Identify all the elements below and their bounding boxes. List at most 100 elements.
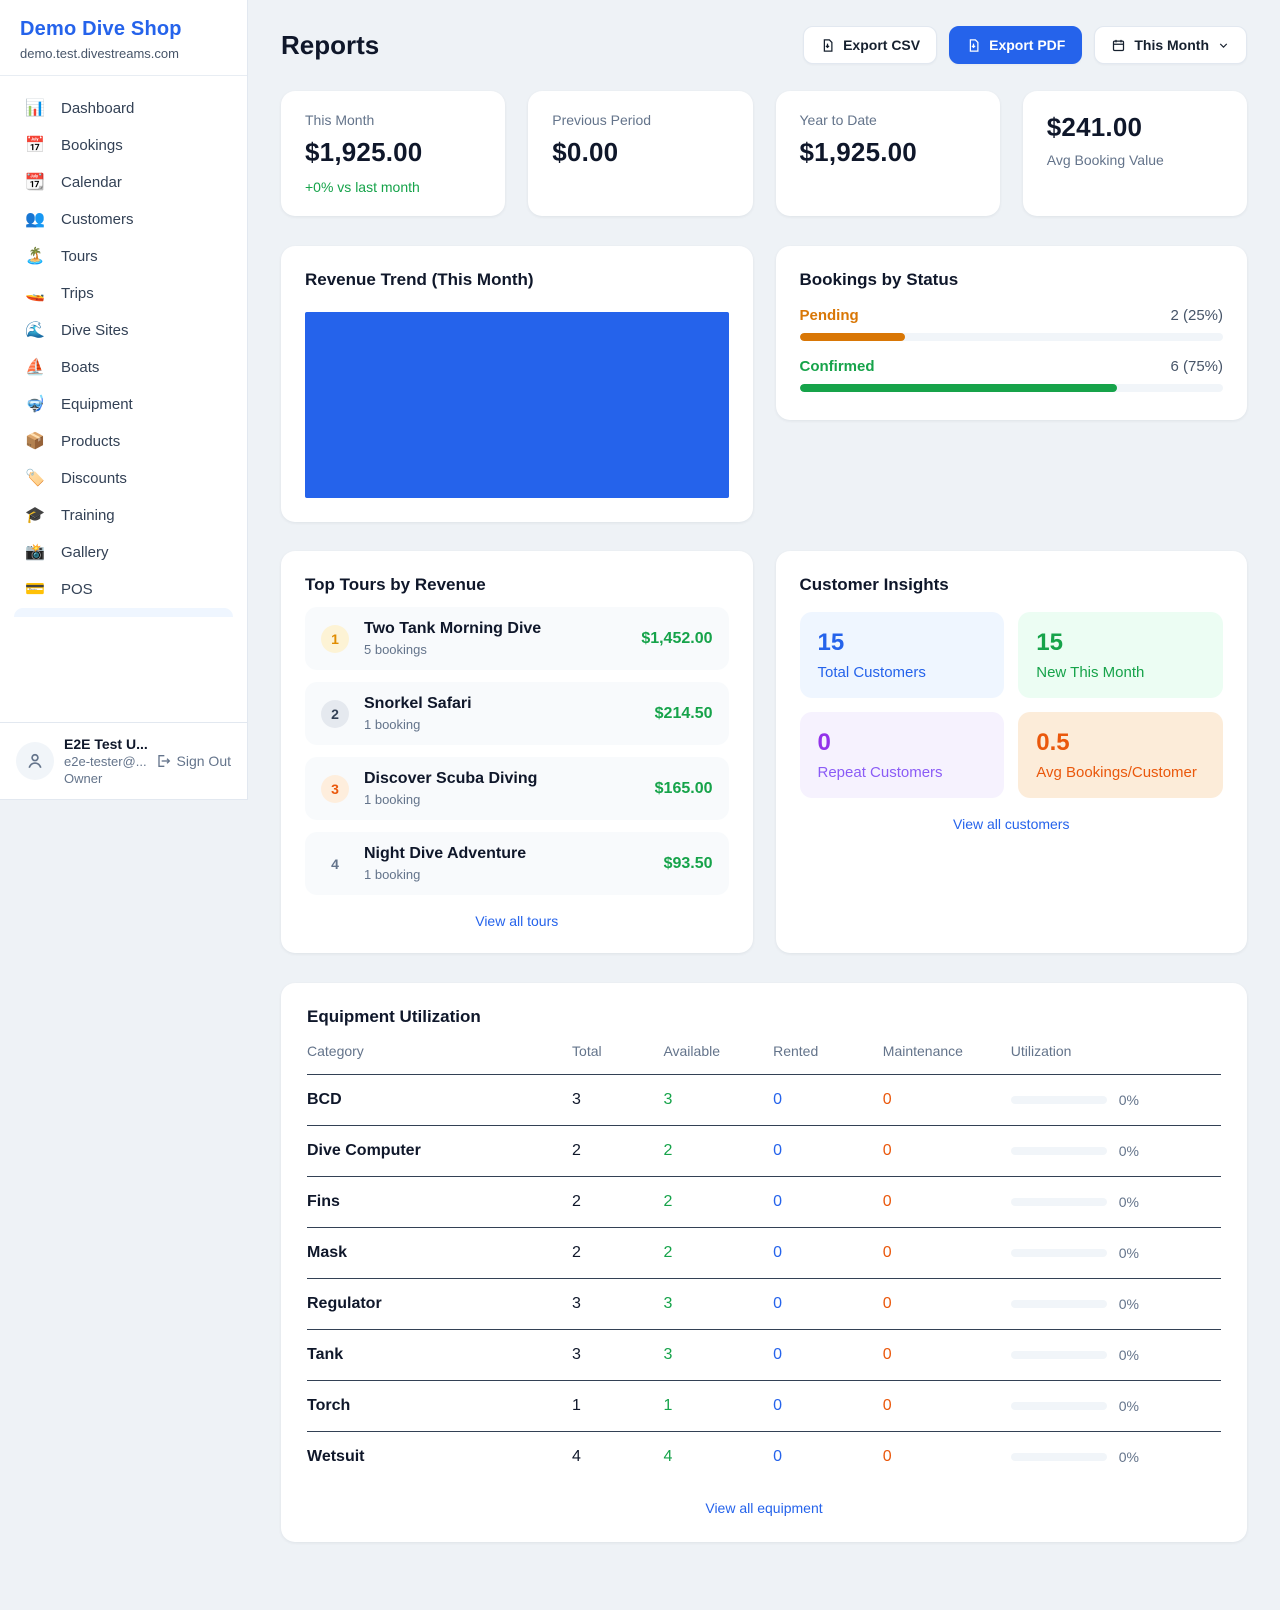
utilization-cell: 0% — [1010, 1194, 1221, 1210]
tour-row[interactable]: 2 Snorkel Safari 1 booking $214.50 — [305, 682, 729, 745]
progress-track — [799, 384, 1223, 392]
stat-avg-booking-value: $241.00 Avg Booking Value — [1022, 91, 1247, 216]
sidebar-item-label: Discounts — [61, 470, 127, 487]
insights-row: Top Tours by Revenue 1 Two Tank Morning … — [281, 551, 1247, 953]
sidebar-item-label: Tours — [61, 248, 98, 265]
sign-out-button[interactable]: Sign Out — [155, 753, 231, 769]
sidebar-item-dive-sites[interactable]: 🌊 Dive Sites — [14, 312, 233, 349]
sidebar-item-bookings[interactable]: 📅 Bookings — [14, 127, 233, 164]
col-category: Category — [307, 1043, 573, 1075]
equipment-table: Category Total Available Rented Maintena… — [307, 1043, 1221, 1482]
stat-delta: +0% vs last month — [305, 179, 420, 195]
sailboat-icon: ⛵ — [25, 358, 45, 376]
tour-row[interactable]: 4 Night Dive Adventure 1 booking $93.50 — [305, 832, 729, 895]
sidebar-item-training[interactable]: 🎓 Training — [14, 497, 233, 534]
rank-badge: 3 — [321, 774, 349, 803]
revenue-trend-chart — [305, 312, 729, 498]
user-panel: E2E Test U... e2e-tester@... Owner Sign … — [0, 722, 247, 799]
table-row: Mask 2 2 0 0 0% — [307, 1227, 1221, 1279]
utilization-cell: 0% — [1010, 1092, 1221, 1108]
tour-name: Snorkel Safari — [364, 695, 472, 712]
period-select[interactable]: This Month — [1094, 26, 1247, 64]
tour-bookings: 1 booking — [364, 717, 421, 732]
export-csv-button[interactable]: Export CSV — [803, 26, 938, 64]
sidebar-item-reports-partial[interactable] — [14, 608, 233, 617]
table-row: Fins 2 2 0 0 0% — [307, 1176, 1221, 1228]
stat-cards: This Month $1,925.00 +0% vs last month P… — [281, 91, 1247, 216]
wave-icon: 🌊 — [25, 321, 45, 339]
sidebar-item-tours[interactable]: 🏝️ Tours — [14, 238, 233, 275]
sidebar-item-products[interactable]: 📦 Products — [14, 423, 233, 460]
sidebar-item-label: Products — [61, 433, 121, 450]
status-count: 6 (75%) — [1170, 358, 1223, 375]
avatar — [16, 742, 54, 780]
utilization-cell: 0% — [1010, 1245, 1221, 1261]
tour-row[interactable]: 1 Two Tank Morning Dive 5 bookings $1,452… — [305, 607, 729, 670]
rank-badge: 1 — [321, 624, 349, 653]
view-all-customers-link[interactable]: View all customers — [953, 816, 1070, 832]
sidebar-item-label: POS — [61, 581, 93, 598]
tile-repeat-customers: 0 Repeat Customers — [799, 712, 1005, 798]
stat-value: $1,925.00 — [799, 137, 917, 167]
sidebar-item-boats[interactable]: ⛵ Boats — [14, 349, 233, 386]
sidebar-item-discounts[interactable]: 🏷️ Discounts — [14, 460, 233, 497]
charts-row: Revenue Trend (This Month) Bookings by S… — [281, 246, 1247, 522]
sign-out-icon — [157, 755, 170, 767]
customer-insights-card: Customer Insights 15 Total Customers 15 … — [775, 551, 1247, 953]
sidebar-item-label: Gallery — [61, 544, 109, 561]
sidebar-item-equipment[interactable]: 🤿 Equipment — [14, 386, 233, 423]
sidebar-item-pos[interactable]: 💳 POS — [14, 571, 233, 608]
user-email: e2e-tester@... — [64, 754, 147, 769]
sidebar-item-label: Boats — [61, 359, 100, 376]
header-actions: Export CSV Export PDF This Month — [803, 26, 1247, 64]
status-label: Confirmed — [799, 358, 875, 375]
sidebar-item-label: Equipment — [61, 396, 133, 413]
credit-card-icon: 💳 — [25, 580, 45, 598]
tour-bookings: 1 booking — [364, 792, 421, 807]
rank-badge: 4 — [331, 855, 339, 872]
rank-badge: 2 — [321, 699, 349, 728]
tour-name: Night Dive Adventure — [364, 845, 527, 862]
export-pdf-button[interactable]: Export PDF — [949, 26, 1083, 64]
tile-new-this-month: 15 New This Month — [1018, 612, 1223, 698]
calendar-icon: 📆 — [25, 173, 45, 191]
top-tours-card: Top Tours by Revenue 1 Two Tank Morning … — [281, 551, 753, 953]
table-row: Torch 1 1 0 0 0% — [307, 1380, 1221, 1432]
calendar-icon — [1113, 39, 1125, 51]
col-total: Total — [572, 1043, 664, 1075]
stat-year-to-date: Year to Date $1,925.00 — [775, 91, 1000, 216]
sidebar-item-label: Calendar — [61, 174, 122, 191]
sidebar-item-customers[interactable]: 👥 Customers — [14, 201, 233, 238]
equipment-header-row: Category Total Available Rented Maintena… — [307, 1043, 1221, 1075]
col-maintenance: Maintenance — [882, 1043, 1011, 1075]
shop-domain: demo.test.divestreams.com — [20, 46, 179, 61]
tour-bookings: 5 bookings — [364, 642, 427, 657]
island-icon: 🏝️ — [25, 247, 45, 265]
revenue-trend-card: Revenue Trend (This Month) — [281, 246, 753, 522]
sidebar-item-label: Bookings — [61, 137, 123, 154]
tour-revenue: $165.00 — [654, 779, 713, 797]
tour-row[interactable]: 3 Discover Scuba Diving 1 booking $165.00 — [305, 757, 729, 820]
tag-icon: 🏷️ — [25, 469, 45, 487]
dive-mask-icon: 🤿 — [25, 395, 45, 413]
sidebar-item-label: Dive Sites — [61, 322, 129, 339]
sidebar-item-label: Training — [61, 507, 115, 524]
equipment-utilization-card: Equipment Utilization Category Total Ava… — [281, 983, 1247, 1542]
col-available: Available — [663, 1043, 774, 1075]
speedboat-icon: 🚤 — [25, 284, 45, 302]
sidebar-item-dashboard[interactable]: 📊 Dashboard — [14, 90, 233, 127]
table-row: Tank 3 3 0 0 0% — [307, 1329, 1221, 1381]
tile-total-customers: 15 Total Customers — [799, 612, 1005, 698]
sidebar-nav: 📊 Dashboard 📅 Bookings 📆 Calendar 👥 Customer… — [0, 76, 247, 722]
person-icon — [28, 753, 42, 768]
view-all-tours-link[interactable]: View all tours — [475, 913, 559, 929]
customers-icon: 👥 — [25, 210, 45, 228]
sidebar-item-label: Dashboard — [61, 100, 135, 117]
sidebar-item-trips[interactable]: 🚤 Trips — [14, 275, 233, 312]
sidebar-item-calendar[interactable]: 📆 Calendar — [14, 164, 233, 201]
stat-value: $1,925.00 — [305, 137, 423, 167]
view-all-equipment-link[interactable]: View all equipment — [705, 1500, 823, 1516]
utilization-cell: 0% — [1010, 1449, 1221, 1465]
user-role: Owner — [64, 771, 103, 786]
sidebar-item-gallery[interactable]: 📸 Gallery — [14, 534, 233, 571]
